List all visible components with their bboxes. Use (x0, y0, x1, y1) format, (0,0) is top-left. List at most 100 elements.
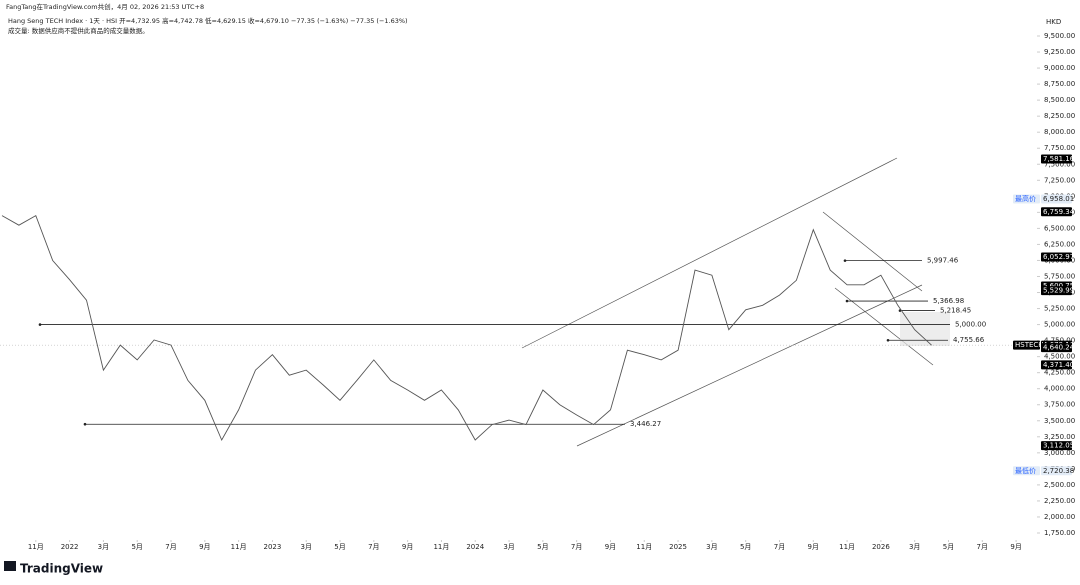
currency: HKD (1046, 18, 1061, 26)
y-tick-label: 8,000.00 (1044, 128, 1075, 136)
y-tick-label: 8,750.00 (1044, 80, 1075, 88)
y-tick-label: 6,500.00 (1044, 224, 1075, 232)
level-label: 4,755.66 (953, 336, 985, 344)
level-anchor (38, 323, 42, 326)
price-tag (1041, 441, 1072, 451)
price-tag-label: 5,529.99 (1043, 287, 1074, 295)
credit: FangTang在TradingView.com共创，4月 02, 2026 2… (6, 2, 204, 11)
highlight-box (900, 312, 950, 346)
x-tick-label: 7月 (774, 543, 785, 551)
trend-line (822, 211, 923, 292)
price-tag-label: 4,371.40 (1043, 361, 1074, 369)
level-anchor (83, 422, 87, 426)
channel-lines (521, 157, 934, 447)
y-tick-label: 9,500.00 (1044, 32, 1075, 40)
level-label: 3,446.27 (630, 420, 661, 428)
y-tick-label: 7,750.00 (1044, 144, 1075, 152)
price-tag-label: 2,720.38 (1043, 467, 1074, 475)
price-tag (1041, 360, 1072, 370)
level-anchor (843, 259, 847, 262)
price-tag (1041, 466, 1072, 476)
y-tick-label: 7,250.00 (1044, 176, 1075, 184)
price-tag-label: 5,600.75 (1043, 282, 1074, 290)
y-tick-label: 2,000.00 (1044, 513, 1075, 521)
logo: TradingView (20, 562, 103, 576)
x-tick-label: 2024 (466, 543, 484, 551)
x-tick-label: 9月 (402, 543, 413, 551)
y-tick-label: 9,250.00 (1044, 48, 1075, 56)
y-tick-label: 5,000.00 (1044, 321, 1075, 329)
price-tag-label: 7,581.16 (1043, 155, 1075, 163)
price-tag-label: 6,759.34 (1043, 208, 1075, 216)
price-tag (1041, 154, 1072, 164)
x-tick-label: 3月 (300, 543, 311, 551)
y-tick-label: 3,250.00 (1044, 433, 1075, 441)
x-tick-label: 11月 (231, 543, 247, 551)
logo-icon (4, 561, 16, 571)
x-tick-label: 5月 (537, 543, 548, 551)
y-tick-label: 5,250.00 (1044, 305, 1075, 313)
x-tick-label: 9月 (808, 543, 819, 551)
level-label: 5,997.46 (927, 257, 959, 265)
x-tick-label: 3月 (503, 543, 514, 551)
price-tag-label: 6,958.01 (1043, 195, 1074, 203)
y-tick-label: 4,500.00 (1044, 353, 1075, 361)
y-tick-label: 1,750.00 (1044, 529, 1075, 537)
level-label: 5,366.98 (933, 297, 964, 305)
price-tag (1041, 207, 1072, 217)
price-tag-name: 最低价 (1015, 466, 1036, 475)
y-tick-label: 5,750.00 (1044, 272, 1075, 280)
y-tick-label: 9,000.00 (1044, 64, 1075, 72)
y-tick-label: 6,250.00 (1044, 240, 1075, 248)
volume-note: 成交量: 数据供应商不提供此商品的成交量数据。 (8, 26, 149, 35)
x-tick-label: 11月 (28, 543, 44, 551)
price-tag (1041, 343, 1072, 353)
x-tick-label: 9月 (1010, 543, 1021, 551)
y-tick-label: 8,250.00 (1044, 112, 1075, 120)
price-tag (1041, 252, 1072, 262)
x-tick-label: 3月 (706, 543, 717, 551)
x-tick-label: 5月 (131, 543, 142, 551)
x-tick-label: 9月 (199, 543, 210, 551)
price-tag-name: HSTECH (1015, 341, 1044, 349)
y-tick-label: 2,500.00 (1044, 481, 1075, 489)
price-tag-name: 最高价 (1015, 194, 1036, 203)
x-tick-label: 5月 (943, 543, 954, 551)
x-tick-label: 2022 (61, 543, 79, 551)
level-anchor (845, 299, 849, 303)
price-tag (1041, 194, 1072, 204)
price-tag (1041, 286, 1072, 296)
level-label: 5,218.45 (940, 307, 971, 315)
legend-line: Hang Seng TECH Index · 1天 · HSI 开=4,732.… (8, 16, 408, 25)
x-tick-label: 2023 (264, 543, 282, 551)
y-tick-label: 7,500.00 (1044, 160, 1075, 168)
x-tick-label: 2025 (669, 543, 687, 551)
x-tick-label: 11月 (839, 543, 855, 551)
price-line (1, 214, 932, 442)
trend-line (521, 157, 898, 349)
trend-line (576, 284, 923, 447)
y-tick-label: 3,500.00 (1044, 417, 1075, 425)
level-label: 5,000.00 (955, 321, 986, 329)
y-tick-label: 4,750.00 (1044, 337, 1075, 345)
price-tag-label: 4,640.24 (1043, 344, 1075, 352)
price-tag-label: 3,112.05 (1043, 442, 1074, 450)
x-tick-label: 7月 (165, 543, 176, 551)
y-tick-label: 8,500.00 (1044, 96, 1075, 104)
y-tick-label: 4,250.00 (1044, 369, 1075, 377)
price-tag-name-bg (1013, 194, 1040, 204)
x-tick-label: 5月 (740, 543, 751, 551)
price-tag-name-bg (1013, 466, 1040, 476)
price-tag-name-bg (1013, 340, 1040, 350)
x-tick-label: 11月 (433, 543, 449, 551)
y-tick-label: 3,750.00 (1044, 401, 1075, 409)
x-tick-label: 5月 (334, 543, 345, 551)
x-tick-label: 7月 (571, 543, 582, 551)
price-tag-label: 6,052.97 (1043, 253, 1074, 261)
x-tick-label: 3月 (909, 543, 920, 551)
level-anchor (886, 338, 890, 342)
x-tick-label: 2026 (872, 543, 890, 551)
x-tick-label: 9月 (605, 543, 616, 551)
x-tick-label: 11月 (636, 543, 652, 551)
